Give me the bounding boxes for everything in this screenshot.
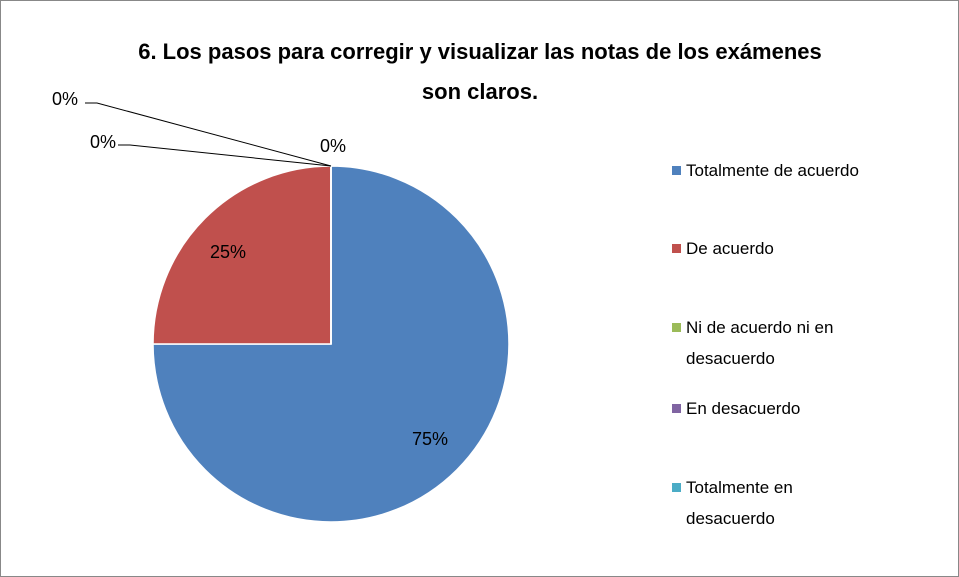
legend-label: De acuerdo <box>686 239 774 258</box>
data-label: 75% <box>412 429 448 449</box>
legend-label: Totalmente de acuerdo <box>686 161 859 180</box>
data-label: 0% <box>90 132 116 152</box>
pie-slice <box>152 165 510 523</box>
data-label: 0% <box>52 89 78 109</box>
legend-swatch <box>672 244 681 253</box>
legend-label: Totalmente en desacuerdo <box>686 478 793 528</box>
legend-swatch <box>672 404 681 413</box>
legend-label: Ni de acuerdo ni en desacuerdo <box>686 318 834 368</box>
pie-slice <box>152 165 332 345</box>
chart-title: 6. Los pasos para corregir y visualizar … <box>138 39 822 104</box>
legend-swatch <box>672 166 681 175</box>
data-label: 0% <box>320 136 346 156</box>
legend-swatch <box>672 323 681 332</box>
leader-line <box>118 144 332 167</box>
data-label: 25% <box>210 242 246 262</box>
leader-line <box>85 102 332 167</box>
legend-label: En desacuerdo <box>686 399 801 418</box>
legend-swatch <box>672 483 681 492</box>
